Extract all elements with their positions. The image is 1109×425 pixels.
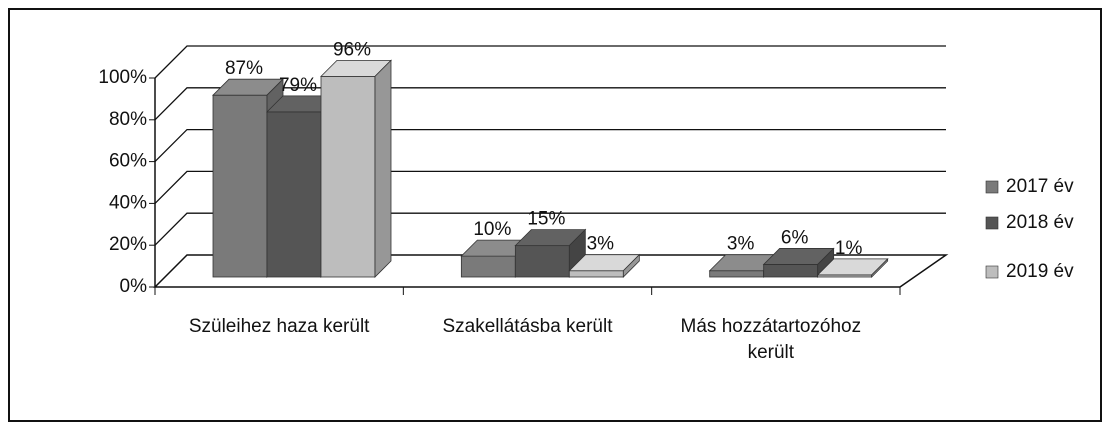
value-label: 79% [279, 75, 317, 96]
legend-label: 2018 év [1006, 212, 1074, 233]
x-tick-label: Szüleihez haza került [188, 316, 370, 337]
bar-front [709, 270, 765, 278]
bar-front [212, 94, 268, 278]
value-label: 96% [333, 39, 371, 60]
bar-front [460, 255, 516, 278]
legend-swatch [985, 265, 999, 279]
grid-line [154, 170, 946, 204]
y-tick-label: 0% [120, 276, 148, 297]
bar-front [320, 75, 376, 278]
grid-line [154, 87, 946, 121]
y-tick-label: 60% [109, 151, 147, 172]
value-label: 15% [527, 209, 565, 230]
value-label: 6% [781, 227, 809, 248]
legend-label: 2019 év [1006, 261, 1074, 282]
grid-line [154, 212, 946, 246]
value-label: 87% [225, 58, 263, 79]
grid-line [154, 45, 946, 79]
value-label: 1% [835, 238, 863, 259]
value-label: 3% [727, 234, 755, 255]
bar-front [514, 245, 570, 278]
bar-front [763, 264, 819, 278]
value-label: 3% [587, 234, 615, 255]
bar-side [871, 257, 889, 278]
legend-swatch [985, 216, 999, 230]
y-tick-label: 40% [109, 192, 147, 213]
bar-front [568, 270, 624, 278]
x-tick-label: Más hozzátartozóhoz került [680, 316, 862, 363]
frame [8, 8, 1102, 422]
bar-side [374, 59, 392, 278]
y-tick-label: 100% [98, 67, 147, 88]
bar-front [266, 111, 322, 278]
y-tick-label: 20% [109, 234, 147, 255]
legend-label: 2017 év [1006, 176, 1074, 197]
y-tick-label: 80% [109, 109, 147, 130]
bar-side [622, 253, 640, 278]
value-label: 10% [473, 219, 511, 240]
legend-swatch [985, 180, 999, 194]
grid-line [154, 128, 946, 163]
x-tick-label: Szakellátásba került [442, 316, 613, 337]
